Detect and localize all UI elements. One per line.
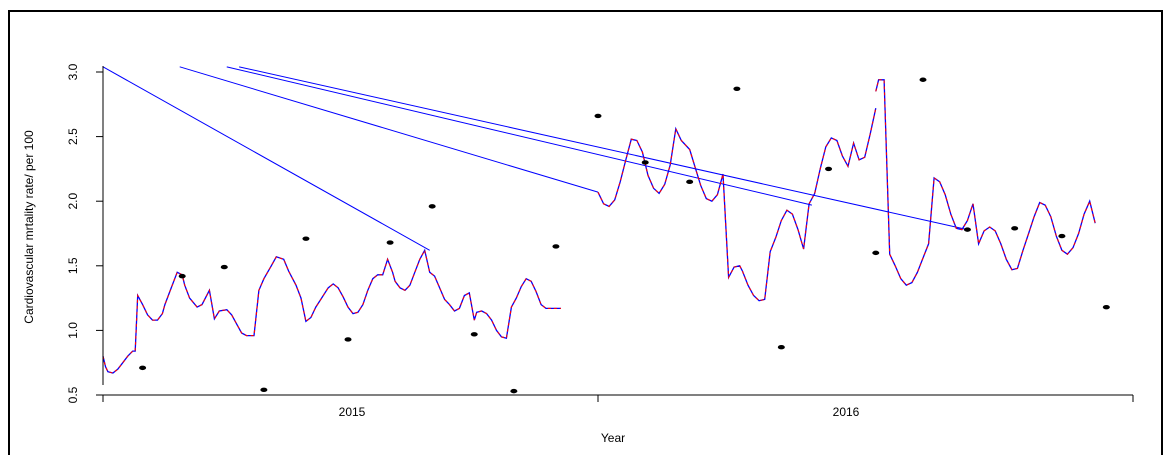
data-point xyxy=(1058,233,1066,239)
plot-frame xyxy=(8,10,1163,455)
fitted-line xyxy=(875,79,1096,286)
fitted-line-overlay xyxy=(102,248,561,374)
x-axis-title: Year xyxy=(601,431,625,445)
y-tick-label: 2.5 xyxy=(66,128,80,145)
connector-line xyxy=(179,66,599,193)
y-tick-label: 1.0 xyxy=(66,322,80,339)
data-point xyxy=(594,113,602,119)
fitted-line-overlay xyxy=(597,108,877,302)
connector-line xyxy=(239,66,968,231)
connector-line xyxy=(226,66,813,206)
fitted-line-overlay xyxy=(875,79,1096,286)
data-point xyxy=(139,365,147,371)
data-point xyxy=(686,179,694,185)
data-point xyxy=(1102,304,1110,310)
x-tick-label: 2016 xyxy=(833,405,860,419)
data-point xyxy=(260,387,268,393)
data-point xyxy=(428,204,436,209)
data-point xyxy=(302,236,310,241)
y-tick-label: 2.0 xyxy=(66,193,80,210)
data-point xyxy=(344,337,352,342)
plot-area xyxy=(102,66,1110,394)
data-point xyxy=(510,388,518,394)
data-point xyxy=(220,264,228,270)
data-point xyxy=(470,332,478,337)
y-axis: 0.5 1.0 1.5 2.0 2.5 3.0 xyxy=(66,63,104,403)
y-tick-label: 3.0 xyxy=(66,63,80,80)
connector-line xyxy=(102,66,430,251)
y-tick-label: 0.5 xyxy=(66,386,80,403)
x-tick-label: 2015 xyxy=(339,405,366,419)
data-point xyxy=(178,273,186,279)
fitted-line xyxy=(102,248,561,374)
data-point xyxy=(777,344,785,350)
data-point xyxy=(641,160,649,165)
data-point xyxy=(963,227,971,232)
y-tick-label: 1.5 xyxy=(66,257,80,274)
x-axis: 2015 2016 xyxy=(102,394,1134,419)
data-point xyxy=(733,86,741,91)
data-point xyxy=(386,240,394,245)
data-point xyxy=(825,166,833,172)
data-point xyxy=(872,250,880,256)
y-axis-title: Cardiovascular mrtality rate/ per 100 xyxy=(22,130,36,324)
data-point xyxy=(1011,226,1019,231)
data-point xyxy=(919,77,927,82)
fitted-line xyxy=(597,108,877,302)
data-point xyxy=(552,244,560,249)
